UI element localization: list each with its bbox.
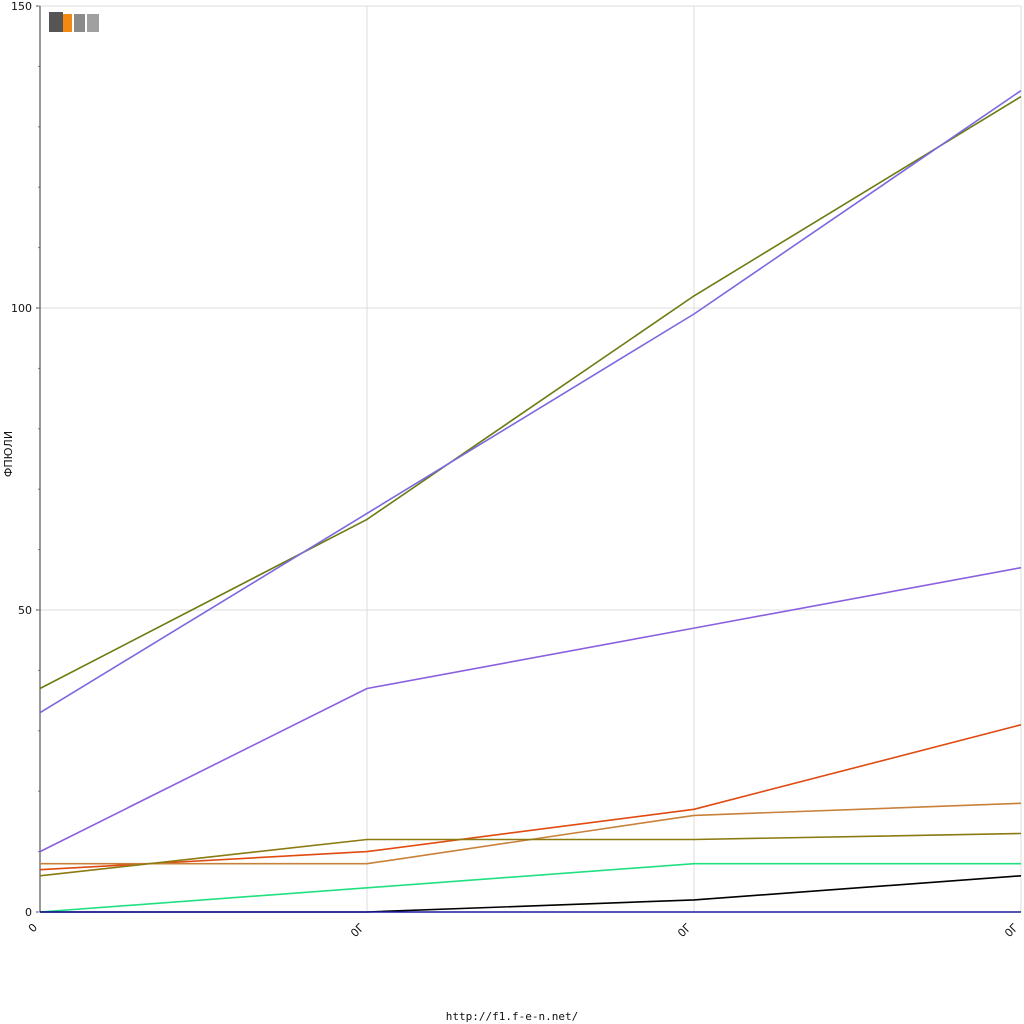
- series-line-7: [39, 862, 1021, 913]
- x-tick-label: 0Г: [348, 921, 367, 940]
- y-tick-label: 50: [18, 604, 32, 617]
- series-line-2: [39, 89, 1022, 714]
- y-tick-label: 100: [11, 302, 32, 315]
- y-tick-label: 0: [25, 906, 32, 919]
- series-line-8: [40, 875, 1022, 913]
- x-tick-label: 0Г: [1002, 921, 1021, 940]
- x-tick-label: 0Г: [675, 921, 694, 940]
- series-line-1: [39, 95, 1022, 690]
- y-tick-label: 150: [11, 0, 32, 13]
- series-line-4: [39, 724, 1022, 871]
- y-axis-title: ФПЮЛИ: [2, 431, 15, 477]
- f1en-logo: [48, 10, 100, 36]
- series-line-3: [39, 566, 1022, 853]
- source-url: http://f1.f-e-n.net/: [445, 1010, 579, 1023]
- series-line-6: [39, 832, 1022, 877]
- x-tick-label: 0: [26, 921, 40, 935]
- series-line-5: [40, 802, 1022, 865]
